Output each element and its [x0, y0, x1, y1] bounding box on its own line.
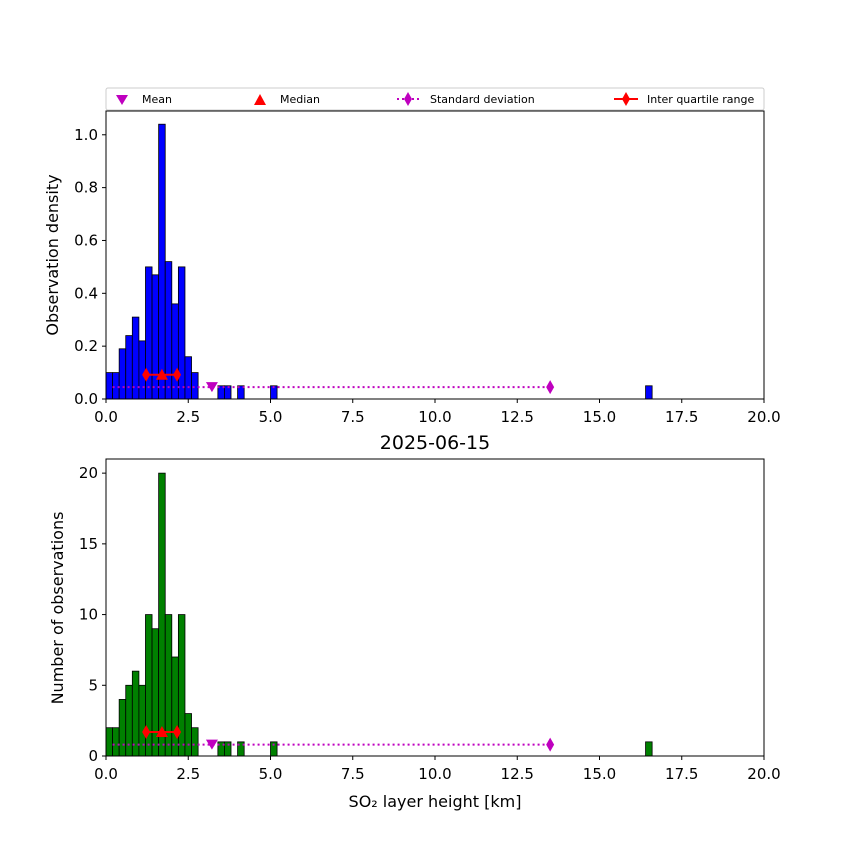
x-axis-label: SO₂ layer height [km]	[349, 792, 522, 811]
histogram-bar	[645, 385, 653, 400]
x-tick-label: 5.0	[259, 765, 283, 783]
x-tick-label: 12.5	[501, 765, 534, 783]
x-tick-label: 10.0	[418, 408, 451, 426]
std-diamond-marker	[546, 380, 555, 395]
y-tick-label: 0.8	[74, 179, 98, 197]
histogram-bar	[131, 670, 140, 757]
histogram-bar	[112, 372, 120, 400]
histogram-bar	[105, 727, 113, 757]
x-tick-label: 15.0	[583, 408, 616, 426]
legend-std-marker	[404, 92, 412, 106]
iqr-diamond-marker	[173, 724, 182, 739]
x-tick-label: 12.5	[501, 408, 534, 426]
histogram-bar	[158, 472, 166, 757]
legend-iqr-label: Inter quartile range	[647, 93, 754, 106]
plot-frame	[105, 458, 765, 757]
histogram-bar	[184, 356, 192, 400]
histogram-bar	[112, 727, 120, 757]
x-tick-label: 7.5	[341, 408, 365, 426]
median-marker	[155, 368, 168, 380]
legend-mean-label: Mean	[142, 93, 172, 106]
histogram-bar	[645, 741, 653, 757]
x-tick-label: 20.0	[747, 408, 780, 426]
x-tick-label: 20.0	[747, 765, 780, 783]
histogram-bar	[184, 713, 192, 757]
median-marker	[155, 725, 168, 737]
legend-mean-marker	[116, 95, 128, 105]
iqr-diamond-marker	[173, 367, 182, 382]
statistics-group	[112, 724, 555, 752]
histogram-bar	[125, 335, 133, 400]
y-tick-label: 0.6	[74, 231, 98, 249]
y-tick-label: 0.2	[74, 337, 98, 355]
histogram-bar	[138, 340, 146, 400]
x-tick-label: 5.0	[259, 408, 283, 426]
y-tick-label: 10	[79, 606, 98, 624]
iqr-diamond-marker	[142, 367, 151, 382]
ticks-group: 0.0 2.5 5.0 7.5 10.0 12.5 15.0 17.5 20.0 0 5 10 15 20	[79, 464, 781, 783]
histogram-bar	[171, 303, 179, 400]
legend-median-label: Median	[280, 93, 320, 106]
count-histogram-panel: 2025-06-15 0.0 2.5 5.0 7.5 10.0 12.5 15.0 17.5 2…	[48, 432, 781, 811]
legend-iqr-marker	[622, 92, 630, 106]
legend-frame	[105, 87, 765, 111]
x-tick-label: 17.5	[665, 765, 698, 783]
x-tick-label: 0.0	[94, 765, 118, 783]
y-tick-label: 0.0	[74, 390, 98, 408]
plot-frame	[105, 110, 765, 400]
bars-group	[105, 123, 653, 400]
x-tick-label: 2.5	[176, 765, 200, 783]
legend-std-label: Standard deviation	[430, 93, 535, 106]
ticks-group: 0.0 2.5 5.0 7.5 10.0 12.5 15.0 17.5 20.0 0.0 0.2 0.…	[74, 126, 781, 426]
mean-marker	[205, 739, 218, 750]
histogram-bar	[158, 123, 166, 400]
x-tick-label: 0.0	[94, 408, 118, 426]
histogram-bar	[171, 656, 179, 757]
x-tick-label: 7.5	[341, 765, 365, 783]
y-tick-label: 1.0	[74, 126, 98, 144]
density-histogram-panel: 0.0 2.5 5.0 7.5 10.0 12.5 15.0 17.5 20.0 0.0 0.2 0.…	[43, 110, 781, 426]
y-tick-label: 15	[79, 535, 98, 553]
statistics-group	[112, 367, 555, 395]
legend: Mean Median Standard deviation Inter qua…	[105, 87, 765, 111]
iqr-diamond-marker	[142, 724, 151, 739]
y-tick-label: 20	[79, 464, 98, 482]
x-tick-label: 15.0	[583, 765, 616, 783]
mean-marker	[205, 382, 218, 393]
histogram-bar	[118, 348, 127, 400]
x-tick-label: 17.5	[665, 408, 698, 426]
histogram-bar	[191, 372, 199, 400]
x-tick-label: 2.5	[176, 408, 200, 426]
histogram-bar	[118, 699, 127, 757]
bars-group	[105, 472, 653, 757]
panel-title: 2025-06-15	[380, 432, 490, 454]
y-axis-label: Observation density	[43, 174, 62, 335]
histogram-bar	[105, 372, 113, 400]
std-diamond-marker	[546, 737, 555, 752]
y-tick-label: 5	[88, 676, 98, 694]
histogram-bar	[191, 727, 199, 757]
y-tick-label: 0	[88, 747, 98, 765]
histogram-bar	[151, 274, 160, 400]
x-tick-label: 10.0	[418, 765, 451, 783]
y-axis-label: Number of observations	[48, 512, 67, 705]
y-tick-label: 0.4	[74, 284, 98, 302]
histogram-bar	[177, 266, 186, 400]
legend-median-marker	[254, 94, 266, 105]
